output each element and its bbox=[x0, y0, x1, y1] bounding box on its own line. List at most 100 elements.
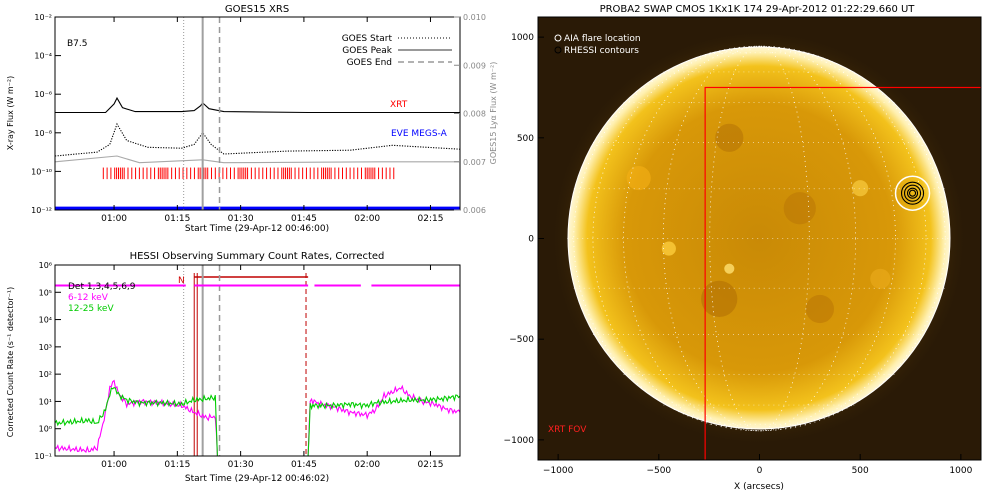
xrs-y-ticks: 10⁻² 10⁻⁴ 10⁻⁶ 10⁻⁸ 10⁻¹⁰ 10⁻¹² bbox=[31, 13, 61, 215]
aia-flare-circle bbox=[894, 175, 931, 211]
xrs-legend: GOES Start GOES Peak GOES End bbox=[342, 34, 452, 68]
xrs-y-tick-label: 10⁻¹² bbox=[31, 206, 52, 215]
swap-y-tick-label: −500 bbox=[509, 335, 534, 345]
legend-detectors: Det 1,3,4,5,6,9 bbox=[68, 282, 136, 292]
solar-feature bbox=[661, 241, 676, 256]
swap-xlabel: X (arcsecs) bbox=[734, 482, 784, 492]
swap-title: PROBA2 SWAP CMOS 1Kx1K 174 29-Apr-2012 0… bbox=[600, 4, 916, 15]
xrs-y-tick-label: 10⁻² bbox=[34, 13, 52, 22]
xrs-x-tick-label: 01:00 bbox=[101, 214, 127, 224]
swap-y-tick-label: −1000 bbox=[504, 436, 535, 446]
xrt-fov-box bbox=[704, 86, 981, 460]
longitude-line bbox=[573, 45, 946, 432]
swap-x-tick-label: −1000 bbox=[543, 466, 574, 476]
solar-feature bbox=[783, 192, 816, 225]
solar-feature bbox=[852, 180, 869, 197]
hessi-y-tick-label: 10⁶ bbox=[39, 261, 52, 270]
rhessi-contour bbox=[906, 187, 919, 199]
hessi-night-label: N bbox=[178, 276, 185, 286]
legend-aia-marker bbox=[554, 34, 562, 42]
legend-12-25-kev: 12-25 keV bbox=[68, 304, 114, 314]
hessi-xlabel: Start Time (29-Apr-12 00:46:02) bbox=[185, 474, 329, 484]
xrs-plot-area bbox=[55, 17, 460, 210]
hessi-y-tick-label: 10² bbox=[39, 370, 52, 379]
hessi-legend: Det 1,3,4,5,6,9 6-12 keV 12-25 keV bbox=[68, 282, 136, 314]
xrs-x-tick-label: 02:00 bbox=[354, 214, 380, 224]
xrs-xlabel: Start Time (29-Apr-12 00:46:00) bbox=[185, 224, 329, 234]
solar-feature bbox=[805, 294, 835, 324]
xrs-right-y-tick-label: 0.007 bbox=[463, 158, 486, 167]
goes-xrs-panel: GOES15 XRS 01:00 01:15 01:30 01:45 02:00 02:1… bbox=[6, 4, 498, 234]
hessi-y-tick-label: 10¹ bbox=[39, 397, 52, 406]
rhessi-contour bbox=[903, 184, 922, 202]
swap-y-tick-label: 1000 bbox=[511, 33, 534, 43]
legend-aia-flare: AIA flare location bbox=[564, 34, 641, 44]
legend-6-12-kev: 6-12 keV bbox=[68, 293, 109, 303]
solar-feature bbox=[870, 268, 891, 289]
eve-curve-label: EVE MEGS-A bbox=[391, 129, 448, 139]
hessi-x-tick-label: 01:45 bbox=[291, 460, 317, 470]
hessi-y-tick-label: 10⁵ bbox=[39, 288, 52, 297]
xrs-right-y-tick-label: 0.006 bbox=[463, 206, 486, 215]
swap-x-tick-label: 500 bbox=[852, 466, 869, 476]
xrs-y-tick-label: 10⁻⁶ bbox=[34, 90, 52, 99]
hessi-x-tick-label: 02:00 bbox=[354, 460, 380, 470]
xrs-frame bbox=[54, 16, 461, 211]
solar-disk bbox=[568, 47, 950, 429]
xrs-series-0 bbox=[55, 96, 460, 114]
hessi-x-ticks: 01:00 01:15 01:30 01:45 02:00 02:15 bbox=[101, 265, 443, 470]
solar-features bbox=[626, 123, 891, 324]
hessi-y-tick-label: 10⁴ bbox=[39, 316, 52, 325]
swap-x-ticks: −1000 −500 0 500 1000 bbox=[543, 454, 973, 476]
solar-feature bbox=[701, 280, 738, 318]
solar-feature bbox=[724, 263, 735, 274]
legend-rhessi-contours: RHESSI contours bbox=[564, 46, 639, 56]
hessi-plot-area bbox=[55, 265, 460, 456]
hessi-x-tick-label: 01:15 bbox=[164, 460, 190, 470]
xrs-x-tick-label: 01:45 bbox=[291, 214, 317, 224]
xrs-x-tick-label: 01:30 bbox=[228, 214, 254, 224]
xrs-y-tick-label: 10⁻⁴ bbox=[34, 52, 52, 61]
hessi-series-0 bbox=[55, 379, 460, 456]
rhessi-contour bbox=[900, 181, 925, 205]
xrs-right-y-tick-label: 0.008 bbox=[463, 110, 486, 119]
xrs-ylabel: X-ray Flux (W m⁻²) bbox=[6, 76, 15, 151]
swap-y-tick-label: 500 bbox=[517, 134, 534, 144]
hessi-y-tick-label: 10³ bbox=[39, 343, 52, 352]
hessi-y-ticks: 10⁶ 10⁵ 10⁴ 10³ 10² 10¹ 10⁰ 10⁻¹ bbox=[34, 261, 61, 461]
solar-feature bbox=[715, 123, 744, 152]
hessi-x-tick-label: 02:15 bbox=[418, 460, 444, 470]
hessi-y-tick-label: 10⁻¹ bbox=[34, 452, 52, 461]
xrs-series-2 bbox=[55, 155, 460, 164]
swap-y-ticks: 1000 500 0 −500 −1000 bbox=[504, 33, 544, 446]
hessi-series-1 bbox=[55, 386, 460, 456]
swap-x-tick-label: 1000 bbox=[949, 466, 972, 476]
xrs-ylabel-right: GOES15 Lyα Flux (W m⁻²) bbox=[489, 62, 498, 165]
xrs-x-tick-label: 02:15 bbox=[418, 214, 444, 224]
legend-goes-end: GOES End bbox=[347, 58, 392, 68]
solar-feature bbox=[626, 166, 651, 191]
rhessi-contour bbox=[908, 189, 917, 197]
solar-limb bbox=[567, 46, 951, 430]
xrs-right-y-tick-label: 0.009 bbox=[463, 61, 486, 70]
longitude-line bbox=[662, 45, 857, 432]
xrs-y-tick-label: 10⁻¹⁰ bbox=[31, 167, 52, 176]
hessi-frame bbox=[54, 264, 461, 457]
xrs-x-tick-label: 01:15 bbox=[164, 214, 190, 224]
xrs-right-y-tick-label: 0.010 bbox=[463, 13, 486, 22]
hessi-panel: HESSI Observing Summary Count Rates, Cor… bbox=[6, 251, 461, 484]
swap-x-tick-label: 0 bbox=[757, 466, 763, 476]
xrs-series-1 bbox=[55, 122, 460, 157]
flare-location bbox=[894, 175, 931, 211]
heliographic-grid bbox=[567, 45, 952, 432]
legend-rhessi-marker bbox=[554, 46, 562, 54]
legend-goes-peak: GOES Peak bbox=[342, 46, 392, 56]
hessi-title: HESSI Observing Summary Count Rates, Cor… bbox=[130, 251, 385, 262]
xrs-right-y-ticks: 0.010 0.009 0.008 0.007 0.006 bbox=[454, 13, 486, 215]
hessi-y-tick-label: 10⁰ bbox=[39, 425, 52, 434]
swap-x-tick-label: −500 bbox=[646, 466, 671, 476]
xrs-x-ticks: 01:00 01:15 01:30 01:45 02:00 02:15 bbox=[101, 17, 443, 224]
goes-class-label: B7.5 bbox=[67, 39, 88, 49]
xrs-y-tick-label: 10⁻⁸ bbox=[34, 129, 52, 138]
